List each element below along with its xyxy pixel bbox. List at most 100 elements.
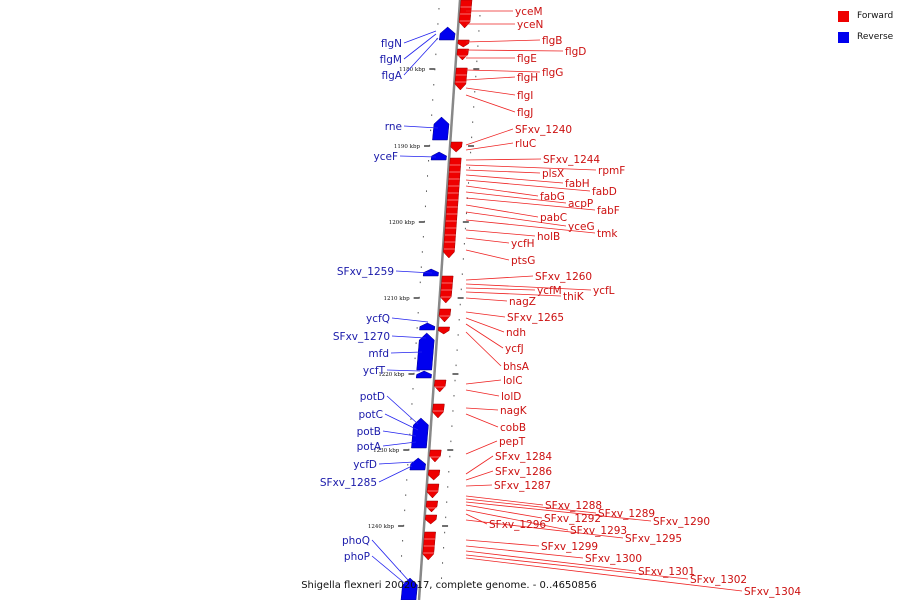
scale-dot xyxy=(453,395,455,397)
gene-label-sfxv-1259: SFxv_1259 xyxy=(337,266,394,278)
leader-line xyxy=(371,539,409,581)
scale-dot xyxy=(462,258,464,260)
scale-dot xyxy=(444,531,446,534)
gene-label-ptsg: ptsG xyxy=(511,255,535,267)
leader-line xyxy=(465,495,544,506)
leader-line xyxy=(395,270,433,274)
tick-label: 1240 kbp xyxy=(368,524,395,530)
gene-label-pota: potA xyxy=(357,441,382,453)
tick-label: 1180 kbp xyxy=(399,67,426,73)
scale-dot xyxy=(447,486,449,488)
scale-dots xyxy=(400,8,481,579)
genome-axis-line xyxy=(417,0,462,600)
gene-label-lold: lolD xyxy=(501,391,521,403)
legend-item-reverse: Reverse xyxy=(838,30,893,44)
leader-line xyxy=(465,69,541,73)
leader-line xyxy=(465,297,508,302)
forward-gene-feature xyxy=(456,48,469,61)
leader-line xyxy=(465,501,652,522)
gene-label-cobb: cobB xyxy=(500,422,526,434)
scale-dot xyxy=(437,23,439,25)
gene-label-ycfj: ycfJ xyxy=(505,343,524,355)
leader-line xyxy=(465,440,498,455)
reverse-gene-feature xyxy=(422,268,439,277)
gene-label-flgg: flgG xyxy=(542,67,563,79)
reverse-gene-feature xyxy=(430,151,447,161)
gene-label-fabg: fabG xyxy=(540,191,565,203)
scale-dot xyxy=(414,357,416,360)
leader-line xyxy=(465,237,510,244)
scale-dot xyxy=(431,114,433,116)
legend-item-forward: Forward xyxy=(838,9,893,23)
gene-label-flge: flgE xyxy=(517,53,537,65)
scale-dot xyxy=(408,448,410,451)
leader-line xyxy=(465,539,540,547)
scale-dot xyxy=(449,455,451,458)
leader-line xyxy=(465,229,536,237)
scale-dot xyxy=(446,501,448,503)
leader-line xyxy=(465,275,534,281)
scale-dot xyxy=(413,372,415,375)
gene-label-sfxv-1292: SFxv_1292 xyxy=(544,513,601,525)
scale-ticks: 1180 kbp 1190 kbp 1200 kbp 1210 kbp 1220 kbp… xyxy=(368,67,480,530)
gene-label-sfxv-1301: SFxv_1301 xyxy=(638,566,695,578)
gene-features xyxy=(400,0,473,600)
leader-line xyxy=(465,379,502,385)
scale-dot xyxy=(477,45,479,47)
leader-line xyxy=(465,545,584,559)
gene-label-fabd: fabD xyxy=(592,186,617,198)
scale-dot xyxy=(423,220,425,223)
leader-line xyxy=(403,37,439,76)
gene-label-sfxv-1288: SFxv_1288 xyxy=(545,500,602,512)
gene-label-lolc: lolC xyxy=(503,375,523,387)
leader-line xyxy=(382,430,417,437)
scale-dot xyxy=(460,288,462,291)
gene-label-plsx: plsX xyxy=(542,168,564,180)
leader-line xyxy=(378,461,415,465)
forward-gene-feature xyxy=(437,326,450,335)
scale-dot xyxy=(452,410,454,412)
scale-dot xyxy=(470,151,472,154)
gene-label-ycft: ycfT xyxy=(363,365,386,377)
scale-dot xyxy=(464,227,466,230)
scale-dot xyxy=(409,433,411,436)
gene-label-thik: thiK xyxy=(563,291,585,303)
gene-label-sfxv-1295: SFxv_1295 xyxy=(625,533,682,545)
genome-caption: Shigella flexneri 2002017, complete geno… xyxy=(301,580,597,591)
leader-line xyxy=(465,413,499,428)
scale-dot xyxy=(468,182,470,184)
leader-line xyxy=(465,185,539,197)
scale-dot xyxy=(458,319,460,321)
scale-dot xyxy=(401,555,403,557)
scale-dot xyxy=(416,327,418,329)
tick-label: 1190 kbp xyxy=(394,144,421,150)
gene-label-sfxv-1270: SFxv_1270 xyxy=(333,331,390,343)
gene-label-flgb: flgB xyxy=(542,35,562,47)
scale-dot xyxy=(412,388,414,390)
leader-line xyxy=(391,335,427,339)
gene-label-sfxv-1285: SFxv_1285 xyxy=(320,477,377,489)
gene-label-ycfq: ycfQ xyxy=(366,313,390,325)
scale-dot xyxy=(474,91,476,93)
scale-dot xyxy=(406,479,408,481)
scale-dot xyxy=(432,99,434,101)
leader-line xyxy=(465,204,539,218)
gene-label-flga: flgA xyxy=(382,70,403,82)
gene-label-sfxv-1293: SFxv_1293 xyxy=(570,525,627,537)
forward-gene-feature xyxy=(427,469,441,481)
scale-dot xyxy=(402,540,404,542)
gene-label-flgi: flgI xyxy=(517,90,533,102)
leader-line xyxy=(465,164,597,171)
scale-dot xyxy=(403,524,405,527)
scale-dot xyxy=(461,273,463,275)
gene-label-phop: phoP xyxy=(344,551,370,563)
scale-dot xyxy=(465,212,467,215)
reverse-gene-feature xyxy=(438,26,456,41)
leader-line xyxy=(465,142,514,151)
scale-dot xyxy=(425,190,427,192)
leader-line xyxy=(465,283,592,291)
scale-dot xyxy=(430,129,432,132)
leader-line xyxy=(465,191,567,204)
scale-dot xyxy=(469,167,471,169)
